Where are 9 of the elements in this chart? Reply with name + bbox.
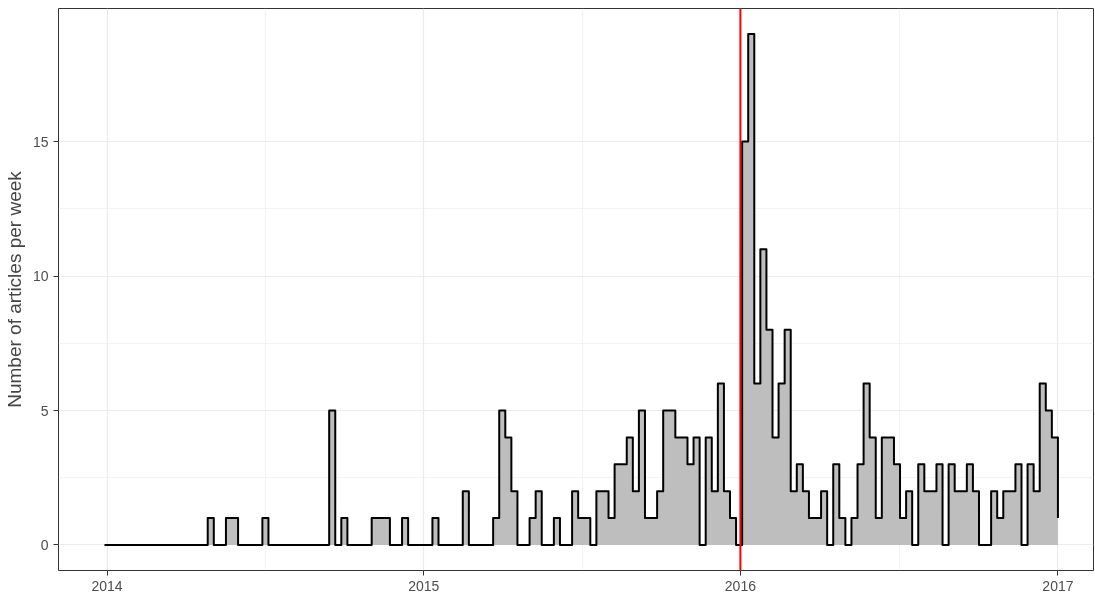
y-tick-label: 15 [32, 133, 49, 150]
x-tick-label: 2016 [724, 577, 757, 593]
y-tick-label: 5 [40, 402, 49, 419]
x-tick-label: 2015 [408, 577, 440, 593]
y-tick-label: 10 [32, 268, 49, 285]
y-tick-label: 0 [40, 536, 49, 553]
x-tick-label: 2014 [91, 577, 123, 593]
y-axis-title: Number of articles per week [3, 170, 25, 408]
x-tick-label: 2017 [1042, 577, 1074, 593]
